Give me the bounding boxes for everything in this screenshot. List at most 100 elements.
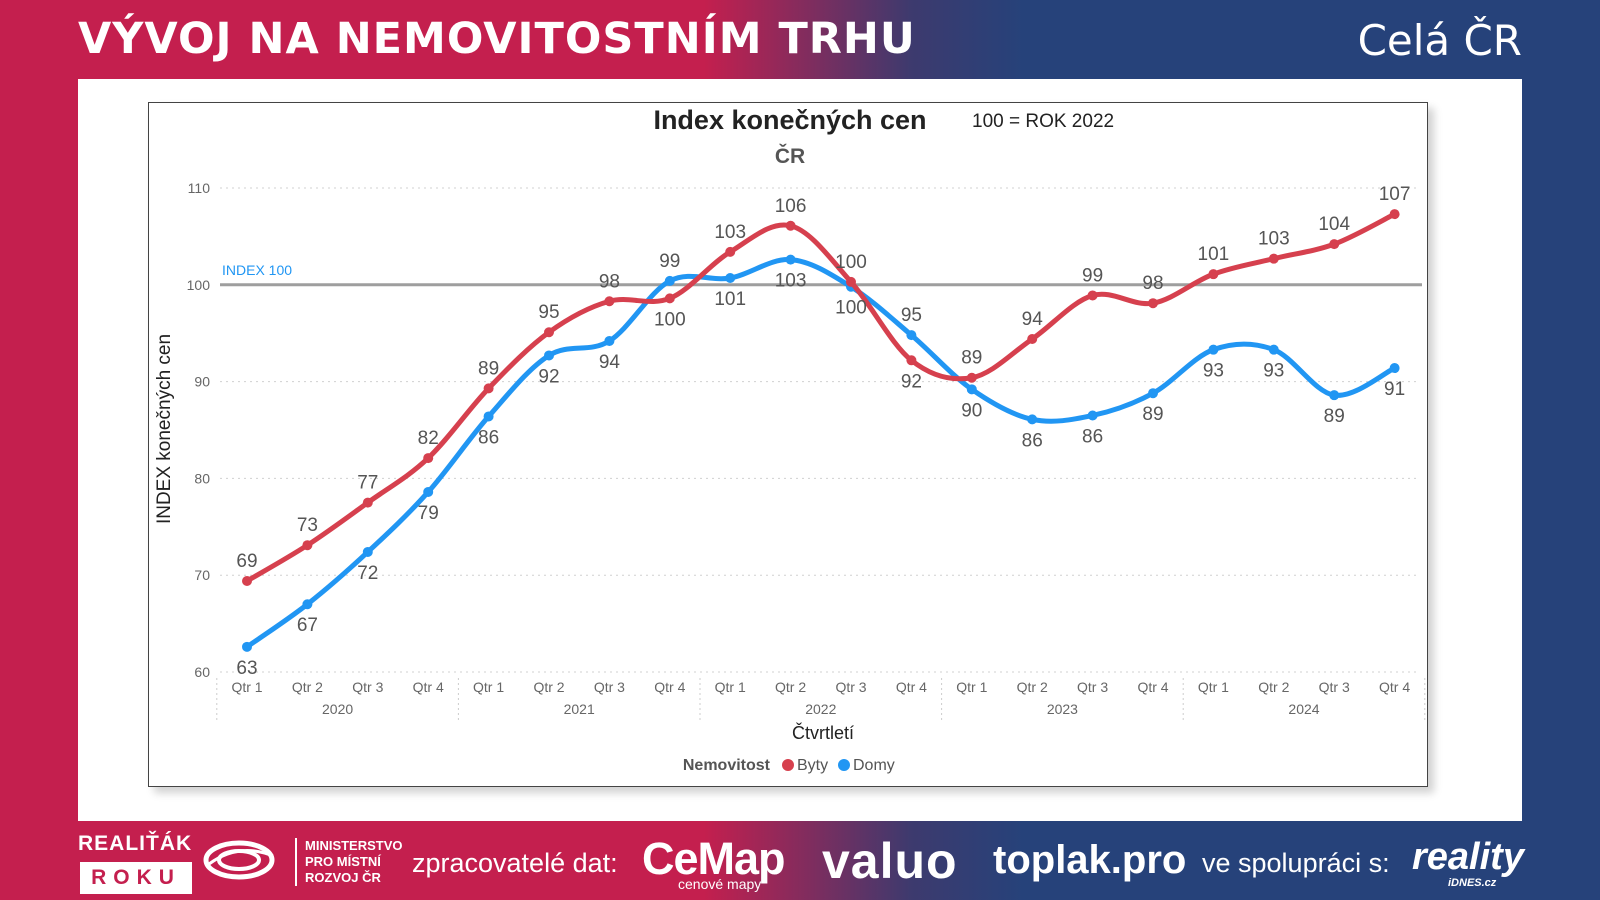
ministry-label: MINISTERSTVO PRO MÍSTNÍ ROZVOJ ČR [295,838,403,886]
x-tick-label: Qtr 1 [231,679,262,695]
toplak-logo: toplak.pro [993,838,1187,882]
legend-marker-domy [838,759,850,771]
data-point-domy [1148,388,1158,399]
data-label-byty: 92 [901,371,922,392]
data-point-byty [242,576,252,587]
data-point-byty [785,220,796,231]
data-point-byty [604,296,615,307]
data-point-byty [483,383,494,394]
x-tick-label: Qtr 4 [654,679,685,695]
data-point-byty [846,276,856,287]
data-label-domy: 91 [1384,379,1405,400]
data-point-byty [1148,298,1158,309]
data-label-domy: 101 [714,289,746,310]
y-tick-label: 100 [187,277,211,293]
data-label-byty: 101 [1198,244,1230,265]
data-point-domy [242,641,252,652]
data-point-domy [1087,410,1098,421]
idnes-logo: iDNES.cz [1448,877,1497,889]
data-point-byty [906,355,917,366]
chart-subtitle: ČR [775,144,805,168]
series-line-byty [245,211,1396,584]
x-tick-label: Qtr 4 [1379,679,1410,695]
data-point-byty [1208,269,1219,280]
series-line-domy [245,257,1396,649]
roku-logo-box: ROKU [80,862,192,894]
data-label-domy: 99 [659,251,680,272]
chart-title: Index konečných cen [653,105,926,135]
data-label-domy: 93 [1263,361,1284,382]
x-tick-label: Qtr 3 [1077,679,1108,695]
data-point-domy [664,275,675,286]
data-point-domy [725,273,736,284]
data-label-domy: 95 [901,305,922,326]
data-point-domy [906,330,917,341]
x-tick-label: Qtr 4 [1137,679,1168,695]
data-point-domy [1208,344,1219,355]
data-point-byty [423,453,434,464]
data-label-byty: 100 [654,309,686,330]
data-point-byty [544,327,554,338]
x-axis-title: Čtvrtletí [792,722,854,743]
data-point-domy [604,335,615,346]
data-point-domy [1268,344,1279,355]
chart-note: 100 = ROK 2022 [972,111,1114,132]
data-label-domy: 100 [835,298,867,319]
x-tick-label: Qtr 1 [956,679,987,695]
data-label-domy: 103 [775,271,807,292]
x-tick-label: Qtr 1 [715,679,746,695]
page-title: VÝVOJ NA NEMOVITOSTNÍM TRHU [78,14,916,64]
data-label-domy: 92 [538,366,559,387]
region-label: Celá ČR [1357,16,1522,65]
data-point-domy [362,546,373,557]
chart-frame [148,102,1428,787]
data-label-byty: 95 [538,302,559,323]
data-label-byty: 100 [835,252,867,273]
data-point-domy [302,599,313,610]
y-tick-label: 90 [194,374,210,390]
data-label-domy: 67 [297,615,318,636]
data-label-domy: 63 [236,658,257,679]
data-point-byty [1087,290,1098,301]
x-year-label: 2021 [564,701,595,717]
data-label-byty: 69 [236,551,257,572]
x-tick-label: Qtr 4 [413,679,444,695]
data-point-domy [785,254,796,265]
x-tick-label: Qtr 1 [473,679,504,695]
data-label-byty: 99 [1082,265,1103,286]
x-year-label: 2022 [805,701,836,717]
data-label-byty: 89 [961,348,982,369]
legend-marker-byty [782,759,794,771]
data-label-domy: 86 [1022,430,1043,451]
x-tick-label: Qtr 2 [775,679,806,695]
data-label-domy: 90 [961,400,982,421]
data-point-domy [423,486,434,497]
y-axis-title: INDEX konečných cen [154,334,175,524]
data-label-byty: 107 [1379,184,1411,205]
x-tick-label: Qtr 1 [1198,679,1229,695]
legend-label-domy: Domy [853,757,895,774]
data-point-domy [1329,390,1340,401]
data-point-domy [966,384,977,395]
data-label-domy: 94 [599,352,621,373]
x-year-label: 2020 [322,701,353,717]
data-label-byty: 77 [357,473,378,494]
data-point-byty [664,293,675,304]
data-point-domy [1389,363,1400,374]
data-label-byty: 104 [1318,214,1350,235]
data-label-domy: 86 [478,427,499,448]
data-label-domy: 72 [357,563,378,584]
realitak-logo-text: REALIŤÁK [78,832,193,855]
data-point-domy [483,411,494,422]
data-label-domy: 79 [418,503,439,524]
ministry-line-1: MINISTERSTVO [305,838,403,853]
data-label-byty: 98 [1142,273,1163,294]
x-year-label: 2023 [1047,701,1078,717]
x-tick-label: Qtr 2 [533,679,564,695]
x-tick-label: Qtr 2 [1017,679,1048,695]
data-label-byty: 89 [478,358,499,379]
data-point-byty [966,372,977,383]
data-processors-label: zpracovatelé dat: [412,848,618,878]
x-tick-label: Qtr 4 [896,679,927,695]
